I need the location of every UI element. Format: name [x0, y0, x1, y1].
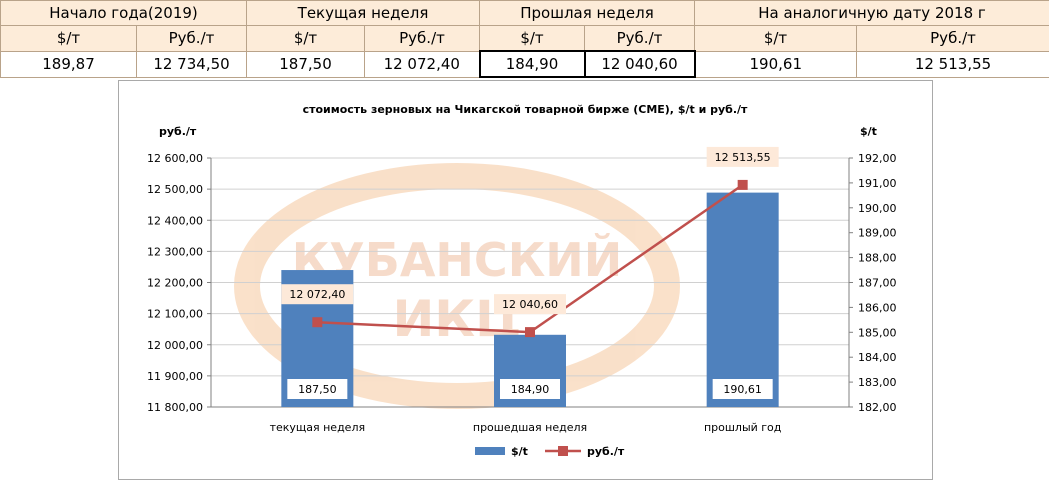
group-start-of-year: Начало года(2019): [0, 0, 247, 26]
right-tick-label: 183,00: [858, 376, 897, 389]
right-tick-label: 186,00: [858, 301, 897, 314]
line-label-box: [706, 146, 779, 167]
unit-cell: $/т: [479, 25, 585, 52]
value-cell: 12 734,50: [136, 50, 247, 78]
chart-area: КУБАНСКИЙ ИКЦ стоимость зерновых на Чика…: [118, 80, 933, 480]
left-tick-label: 12 400,00: [147, 214, 203, 227]
line-data-label: 12 072,40: [289, 288, 345, 301]
unit-cell: Руб./т: [136, 25, 247, 52]
unit-cell: Руб./т: [584, 25, 695, 52]
line-data-label: 12 040,60: [502, 298, 558, 311]
group-same-date-2018: На аналогичную дату 2018 г: [693, 0, 1049, 26]
watermark-ring: [234, 163, 680, 409]
left-tick-label: 11 800,00: [147, 401, 203, 414]
bar-label-box: [287, 379, 348, 399]
line-marker: [312, 317, 323, 328]
left-tick-label: 12 200,00: [147, 277, 203, 290]
category-label: прошлый год: [704, 421, 782, 434]
legend-swatch-marker: [558, 446, 568, 456]
right-tick-label: 187,00: [858, 277, 897, 290]
value-cell: 190,61: [694, 50, 857, 78]
chart-title: стоимость зерновых на Чикагской товарной…: [303, 103, 748, 116]
value-cell: 187,50: [246, 50, 365, 78]
bar-label-box: [500, 379, 560, 399]
price-table: Начало года(2019) Текущая неделя Прошлая…: [0, 0, 1049, 78]
right-tick-label: 188,00: [858, 252, 897, 265]
legend: $/t руб./т: [475, 445, 625, 458]
chart-svg: КУБАНСКИЙ ИКЦ стоимость зерновых на Чика…: [147, 103, 897, 458]
line-marker: [737, 179, 748, 190]
right-tick-label: 191,00: [858, 177, 897, 190]
right-tick-label: 182,00: [858, 401, 897, 414]
legend-label-line: руб./т: [587, 445, 625, 458]
right-tick-label: 192,00: [858, 152, 897, 165]
bar: [706, 192, 779, 407]
unit-cell: Руб./т: [855, 25, 1049, 52]
line-data-label: 12 513,55: [715, 151, 771, 164]
bar-series: 187,50 184,90 190,61: [281, 192, 779, 407]
line-label-box: [281, 284, 354, 305]
value-cell-highlighted: 184,90: [478, 50, 586, 78]
unit-cell: Руб./т: [364, 25, 480, 52]
left-tick-label: 12 300,00: [147, 245, 203, 258]
category-labels: текущая неделя прошедшая неделя прошлый го…: [270, 421, 782, 434]
bar-data-label: 184,90: [511, 383, 550, 396]
right-axis-unit: $/t: [860, 125, 877, 138]
bar-data-label: 190,61: [723, 383, 762, 396]
line-series: 12 072,40 12 040,60 12 513,55: [281, 146, 779, 338]
unit-cell: $/т: [246, 25, 365, 52]
bar-label-box: [712, 379, 773, 399]
right-tick-label: 185,00: [858, 326, 897, 339]
table-values-row: 189,87 12 734,50 187,50 12 072,40 184,90…: [0, 50, 1049, 78]
bar-data-label: 187,50: [298, 383, 337, 396]
category-label: прошедшая неделя: [473, 421, 587, 434]
left-tick-label: 12 600,00: [147, 152, 203, 165]
value-cell-highlighted: 12 040,60: [583, 50, 696, 78]
left-tick-label: 12 100,00: [147, 308, 203, 321]
legend-label-bar: $/t: [511, 445, 528, 458]
unit-cell: $/т: [694, 25, 857, 52]
right-tick-label: 184,00: [858, 351, 897, 364]
group-current-week: Текущая неделя: [246, 0, 480, 26]
unit-cell: $/т: [0, 25, 137, 52]
table-group-header-row: Начало года(2019) Текущая неделя Прошлая…: [0, 0, 1049, 26]
left-axis-unit: руб./т: [159, 125, 197, 138]
group-previous-week: Прошлая неделя: [479, 0, 695, 26]
right-tick-label: 190,00: [858, 202, 897, 215]
legend-swatch-bar: [475, 447, 505, 455]
line-marker: [525, 327, 535, 338]
category-label: текущая неделя: [270, 421, 366, 434]
value-cell: 12 072,40: [364, 50, 480, 78]
value-cell: 189,87: [0, 50, 137, 78]
left-tick-label: 11 900,00: [147, 370, 203, 383]
left-tick-label: 12 000,00: [147, 339, 203, 352]
right-tick-label: 189,00: [858, 227, 897, 240]
line-label-box: [494, 294, 566, 315]
table-units-row: $/т Руб./т $/т Руб./т $/т Руб./т $/т Руб…: [0, 25, 1049, 52]
right-axis-ticks: 182,00 183,00 184,00 185,00 186,00 187,00 188,…: [849, 152, 897, 414]
left-axis-ticks: 11 800,00 11 900,00 12 000,00 12 100,00 12 2…: [147, 152, 211, 414]
left-tick-label: 12 500,00: [147, 183, 203, 196]
value-cell: 12 513,55: [855, 50, 1049, 78]
